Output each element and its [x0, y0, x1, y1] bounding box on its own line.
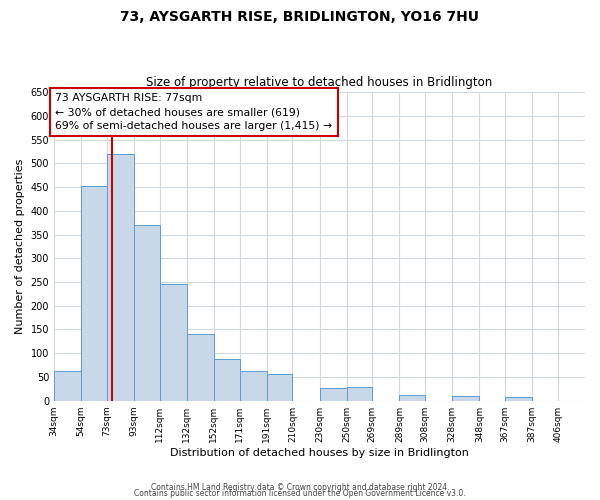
X-axis label: Distribution of detached houses by size in Bridlington: Distribution of detached houses by size …	[170, 448, 469, 458]
Text: 73, AYSGARTH RISE, BRIDLINGTON, YO16 7HU: 73, AYSGARTH RISE, BRIDLINGTON, YO16 7HU	[121, 10, 479, 24]
Bar	[160, 284, 187, 401]
Y-axis label: Number of detached properties: Number of detached properties	[15, 158, 25, 334]
Bar	[266, 374, 292, 400]
Bar	[187, 334, 214, 400]
Bar	[347, 388, 373, 400]
Bar	[107, 154, 134, 400]
Bar	[320, 388, 347, 400]
Text: Contains HM Land Registry data © Crown copyright and database right 2024.: Contains HM Land Registry data © Crown c…	[151, 484, 449, 492]
Bar	[452, 396, 479, 400]
Text: Contains public sector information licensed under the Open Government Licence v3: Contains public sector information licen…	[134, 490, 466, 498]
Bar	[54, 372, 81, 400]
Bar	[505, 397, 532, 400]
Title: Size of property relative to detached houses in Bridlington: Size of property relative to detached ho…	[146, 76, 493, 90]
Bar	[239, 372, 266, 400]
Bar	[400, 395, 425, 400]
Bar	[214, 359, 239, 401]
Bar	[585, 398, 600, 400]
Bar	[81, 186, 107, 400]
Bar	[134, 226, 160, 400]
Text: 73 AYSGARTH RISE: 77sqm
← 30% of detached houses are smaller (619)
69% of semi-d: 73 AYSGARTH RISE: 77sqm ← 30% of detache…	[55, 93, 332, 131]
